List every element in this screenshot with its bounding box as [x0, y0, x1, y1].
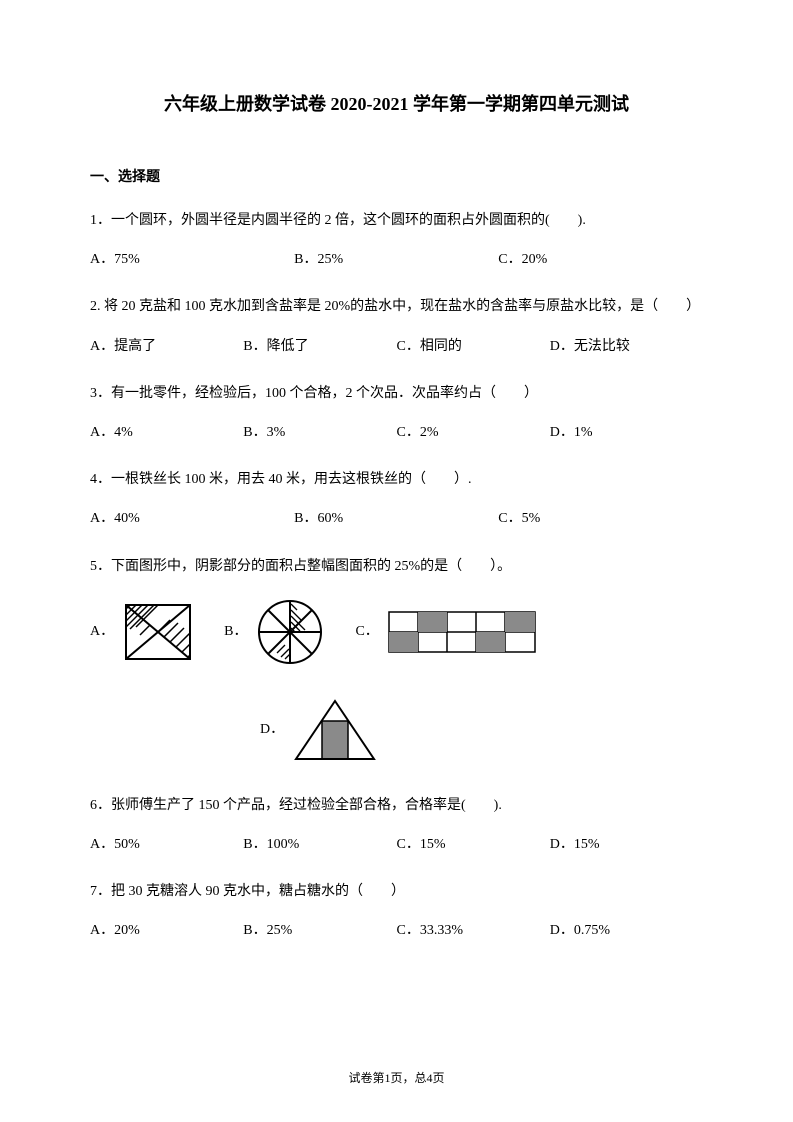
q5-row-1: A． [90, 597, 703, 667]
q2-options: A．提高了 B．降低了 C．相同的 D．无法比较 [90, 334, 703, 359]
q1-options: A．75% B．25% C．20% [90, 247, 703, 272]
q2-text: 2. 将 20 克盐和 100 克水加到含盐率是 20%的盐水中，现在盐水的含盐… [90, 294, 703, 319]
q2-opt-d: D．无法比较 [550, 334, 703, 359]
q5-b-label: B． [224, 619, 247, 644]
q5-shape-d [292, 697, 378, 763]
q7-opt-b: B．25% [243, 918, 396, 943]
q6-options: A．50% B．100% C．15% D．15% [90, 832, 703, 857]
q5-a-label: A． [90, 619, 114, 644]
q4-opt-a: A．40% [90, 506, 294, 531]
q4-opt-b: B．60% [294, 506, 498, 531]
q5-shape-a [122, 601, 194, 663]
q2-opt-a: A．提高了 [90, 334, 243, 359]
q6-text: 6．张师傅生产了 150 个产品，经过检验全部合格，合格率是( ). [90, 793, 703, 818]
question-4: 4．一根铁丝长 100 米，用去 40 米，用去这根铁丝的（ ）. A．40% … [90, 467, 703, 531]
q3-options: A．4% B．3% C．2% D．1% [90, 420, 703, 445]
q3-opt-d: D．1% [550, 420, 703, 445]
question-3: 3．有一批零件，经检验后，100 个合格，2 个次品．次品率约占（ ） A．4%… [90, 381, 703, 445]
question-2: 2. 将 20 克盐和 100 克水加到含盐率是 20%的盐水中，现在盐水的含盐… [90, 294, 703, 358]
q5-shape-c [387, 610, 537, 654]
q5-shape-b [255, 597, 325, 667]
q3-text: 3．有一批零件，经检验后，100 个合格，2 个次品．次品率约占（ ） [90, 381, 703, 406]
section-header: 一、选择题 [90, 166, 703, 186]
q7-options: A．20% B．25% C．33.33% D．0.75% [90, 918, 703, 943]
q6-opt-c: C．15% [397, 832, 550, 857]
q3-opt-b: B．3% [243, 420, 396, 445]
q5-text: 5．下面图形中，阴影部分的面积占整幅图面积的 25%的是（ ）。 [90, 554, 703, 579]
q1-opt-b: B．25% [294, 247, 498, 272]
q5-row-2: D． [90, 697, 703, 763]
q1-text: 1．一个圆环，外圆半径是内圆半径的 2 倍，这个圆环的面积占外圆面积的( ). [90, 208, 703, 233]
q7-opt-a: A．20% [90, 918, 243, 943]
q4-text: 4．一根铁丝长 100 米，用去 40 米，用去这根铁丝的（ ）. [90, 467, 703, 492]
q5-d-label: D． [260, 717, 284, 742]
page-title: 六年级上册数学试卷 2020-2021 学年第一学期第四单元测试 [90, 90, 703, 116]
q6-opt-b: B．100% [243, 832, 396, 857]
q1-opt-a: A．75% [90, 247, 294, 272]
q7-text: 7．把 30 克糖溶人 90 克水中，糖占糖水的（ ） [90, 879, 703, 904]
q3-opt-a: A．4% [90, 420, 243, 445]
q4-opt-c: C．5% [498, 506, 702, 531]
page-footer: 试卷第1页，总4页 [0, 1069, 793, 1086]
question-1: 1．一个圆环，外圆半径是内圆半径的 2 倍，这个圆环的面积占外圆面积的( ). … [90, 208, 703, 272]
q1-opt-c: C．20% [498, 247, 702, 272]
q7-opt-c: C．33.33% [397, 918, 550, 943]
q7-opt-d: D．0.75% [550, 918, 703, 943]
q5-c-label: C． [355, 619, 378, 644]
q6-opt-d: D．15% [550, 832, 703, 857]
q3-opt-c: C．2% [397, 420, 550, 445]
q6-opt-a: A．50% [90, 832, 243, 857]
question-6: 6．张师傅生产了 150 个产品，经过检验全部合格，合格率是( ). A．50%… [90, 793, 703, 857]
question-7: 7．把 30 克糖溶人 90 克水中，糖占糖水的（ ） A．20% B．25% … [90, 879, 703, 943]
q4-options: A．40% B．60% C．5% [90, 506, 703, 531]
q2-opt-b: B．降低了 [243, 334, 396, 359]
q2-opt-c: C．相同的 [397, 334, 550, 359]
question-5: 5．下面图形中，阴影部分的面积占整幅图面积的 25%的是（ ）。 A． [90, 554, 703, 763]
